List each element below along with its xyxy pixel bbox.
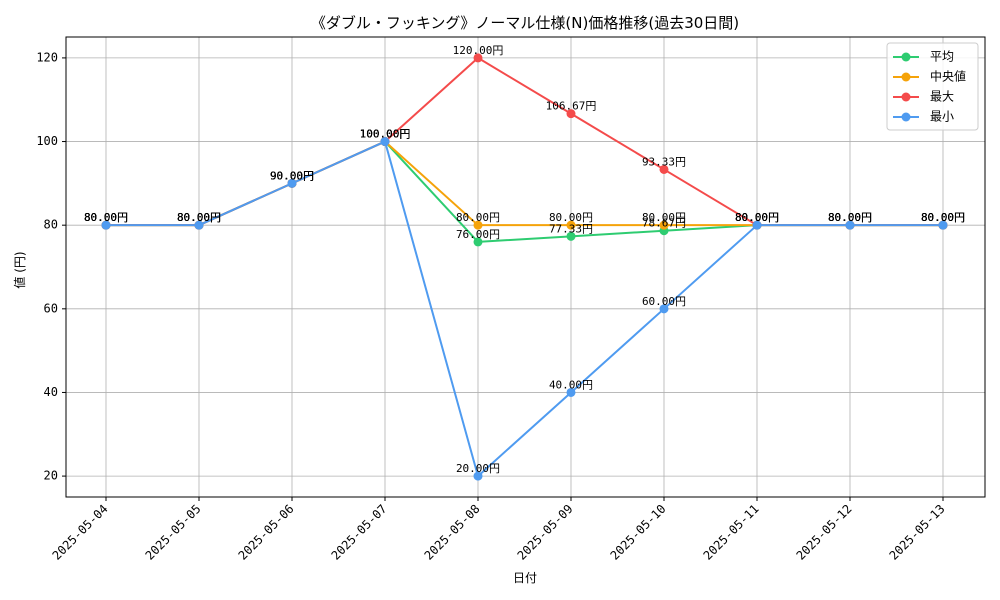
y-axis-label: 値 (円) [12, 251, 27, 288]
legend-box [886, 42, 979, 131]
data-label: 80.00円 [549, 211, 593, 224]
legend-label: 最小 [930, 110, 954, 124]
legend-swatch-marker [901, 52, 911, 62]
data-label: 80.00円 [177, 211, 221, 224]
data-label: 80.00円 [84, 211, 128, 224]
data-label: 80.00円 [828, 211, 872, 224]
series-lines [101, 53, 948, 481]
data-label: 100.00円 [360, 128, 411, 141]
legend-label: 中央値 [930, 69, 966, 84]
data-label: 80.00円 [177, 211, 221, 224]
legend-swatch-marker [901, 112, 911, 122]
data-label: 80.00円 [921, 211, 965, 224]
data-label: 90.00円 [270, 169, 314, 182]
y-tick-label: 80 [44, 218, 58, 232]
data-label: 80.00円 [921, 211, 965, 224]
y-axis-ticks: 20 40 60 80 100 120 [36, 50, 66, 483]
data-point [194, 220, 204, 230]
data-label: 90.00円 [270, 169, 314, 182]
data-point [659, 220, 669, 230]
data-label: 80.00円 [84, 211, 128, 224]
data-point [101, 220, 111, 230]
y-tick-label: 60 [44, 301, 58, 315]
legend-swatch-marker [901, 72, 911, 82]
series-line [106, 140, 943, 478]
data-point [380, 137, 390, 147]
data-label: 90.00円 [270, 169, 314, 182]
data-point [566, 220, 576, 230]
data-point [566, 231, 576, 241]
data-label: 40.00円 [549, 378, 593, 391]
data-label: 60.00円 [642, 295, 686, 308]
data-label: 80.00円 [456, 211, 500, 224]
series-3 [101, 137, 948, 481]
data-point [473, 471, 483, 481]
data-label: 80.00円 [921, 211, 965, 224]
y-tick-label: 100 [36, 134, 58, 148]
data-label: 100.00円 [360, 128, 411, 141]
data-label: 80.00円 [735, 211, 779, 224]
data-point [566, 387, 576, 397]
data-label: 93.33円 [642, 155, 686, 168]
y-tick-label: 120 [36, 50, 58, 64]
data-label: 20.00円 [456, 462, 500, 475]
data-label: 80.00円 [84, 211, 128, 224]
plot-area-frame [65, 36, 986, 498]
data-point [845, 220, 855, 230]
data-label: 80.00円 [735, 211, 779, 224]
data-label: 120.00円 [453, 44, 504, 57]
data-label: 80.00円 [828, 211, 872, 224]
data-label: 77.33円 [549, 222, 593, 235]
y-tick-label: 40 [44, 385, 58, 399]
data-labels: 80.00円 80.00円 90.00円 100.00円 76.00円 77.33円 78.… [84, 44, 965, 475]
data-label: 80.00円 [84, 211, 128, 224]
data-point [659, 164, 669, 174]
data-label: 80.00円 [177, 211, 221, 224]
data-label: 80.00円 [735, 211, 779, 224]
data-label: 106.67円 [546, 100, 597, 113]
x-axis-label: 日付 [513, 571, 537, 585]
y-tick-label: 20 [44, 469, 58, 483]
legend-swatch-marker [901, 92, 911, 102]
data-label: 100.00円 [360, 128, 411, 141]
data-label: 76.00円 [456, 228, 500, 241]
data-point [473, 237, 483, 247]
data-label: 100.00円 [360, 128, 411, 141]
data-point [473, 53, 483, 63]
data-label: 80.00円 [921, 211, 965, 224]
data-point [752, 220, 762, 230]
data-point [938, 220, 948, 230]
data-label: 80.00円 [828, 211, 872, 224]
data-point [566, 109, 576, 119]
data-point [473, 220, 483, 230]
data-label: 80.00円 [642, 211, 686, 224]
data-label: 80.00円 [735, 211, 779, 224]
data-label: 80.00円 [177, 211, 221, 224]
data-point [287, 178, 297, 188]
legend-label: 最大 [930, 90, 954, 104]
chart-title: 《ダブル・フッキング》ノーマル仕様(N)価格推移(過去30日間) [311, 14, 739, 32]
legend-label: 平均 [930, 50, 954, 64]
data-point [659, 304, 669, 314]
data-label: 78.67円 [642, 217, 686, 230]
data-label: 90.00円 [270, 169, 314, 182]
data-label: 80.00円 [828, 211, 872, 224]
